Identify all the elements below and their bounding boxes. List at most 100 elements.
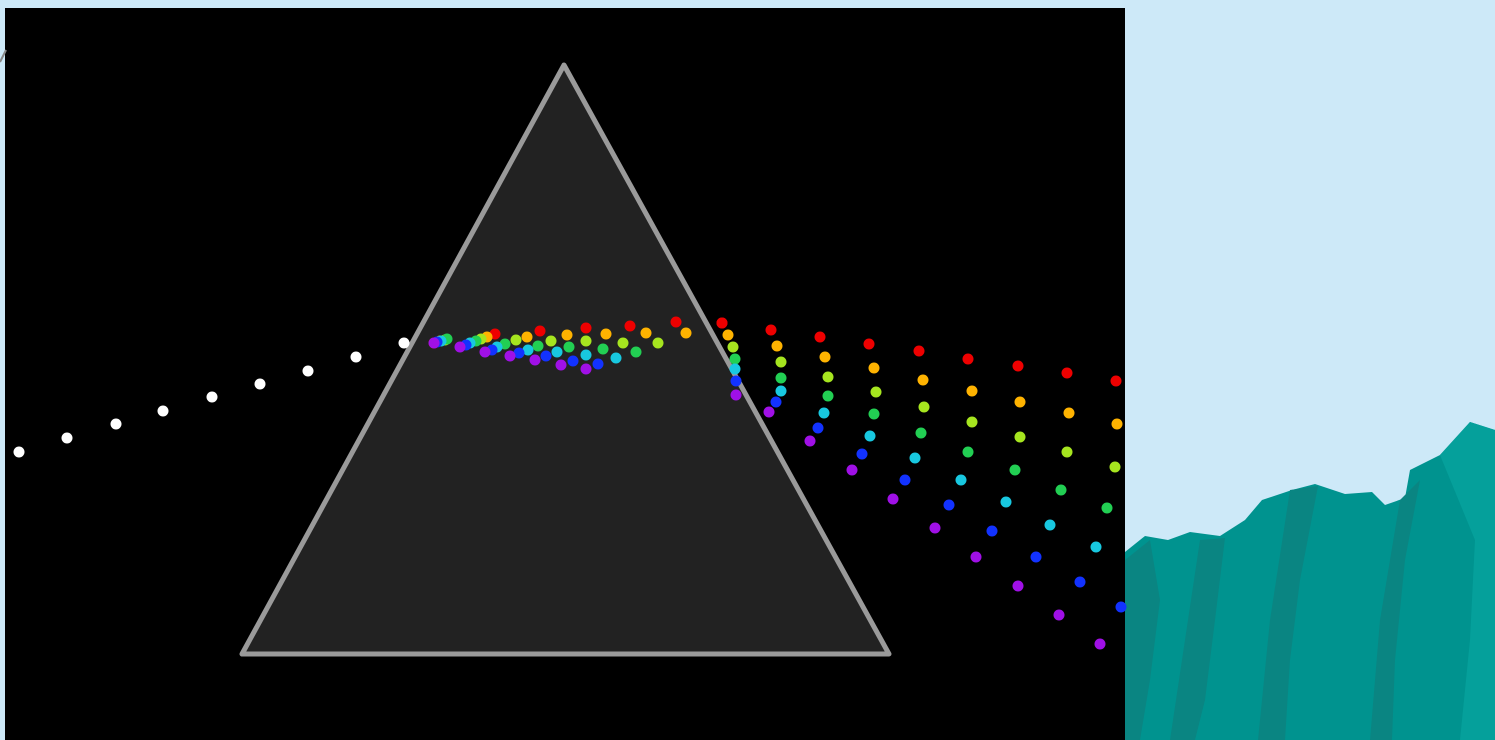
cliff-shade-1 [1125,540,1160,740]
spectrum-dot-orange [819,351,831,363]
spectrum-dot-cyan [818,407,830,419]
spectrum-dot-violet [887,493,899,505]
spectrum-dot-green [915,427,927,439]
spectrum-dot-yellow-green [652,337,664,349]
spectrum-dot-orange [917,374,929,386]
spectrum-dot-yellow-green [727,341,739,353]
spectrum-dot-green [822,390,834,402]
spectrum-dot-violet [479,346,491,358]
spectrum-dot-violet [970,551,982,563]
spectrum-dot-violet [929,522,941,534]
spectrum-dot-green [563,341,575,353]
spectrum-dot-blue [986,525,998,537]
spectrum-dot-violet [1094,638,1106,650]
spectrum-dot-violet [763,406,775,418]
spectrum-dot-green [630,346,642,358]
cliff-shade-2 [1170,538,1225,740]
cliff-shade-3 [1258,486,1318,740]
spectrum-dot-green [868,408,880,420]
spectrum-dot-violet [555,359,567,371]
spectrum-dot-cyan [1000,496,1012,508]
spectrum-dot-red [1110,375,1122,387]
dispersed-spectrum [428,316,1127,650]
corner-stroke [0,49,7,63]
spectrum-dot-yellow-green [918,401,930,413]
spectrum-dot-red [814,331,826,343]
spectrum-dot-cyan [864,430,876,442]
spectrum-dot-orange [561,329,573,341]
incident-ray [13,337,410,458]
incident-ray-dot [206,391,218,403]
spectrum-dot-yellow-green [580,335,592,347]
spectrum-dot-red [670,316,682,328]
spectrum-dot-orange [600,328,612,340]
spectrum-dot-red [580,322,592,334]
spectrum-dot-cyan [610,352,622,364]
spectrum-dot-green [1009,464,1021,476]
spectrum-dot-yellow-green [1061,446,1073,458]
spectrum-dot-yellow-green [617,337,629,349]
spectrum-dot-violet [1053,609,1065,621]
spectrum-dot-cyan [909,452,921,464]
spectrum-dot-blue [540,350,552,362]
spectrum-dot-red [1012,360,1024,372]
spectrum-dot-red [716,317,728,329]
spectrum-dot-red [765,324,777,336]
spectrum-dot-green [729,353,741,365]
spectrum-dot-yellow-green [822,371,834,383]
spectrum-dot-cyan [580,349,592,361]
spectrum-dot-blue [1115,601,1127,613]
spectrum-dot-orange [1014,396,1026,408]
spectrum-dot-cyan [522,344,534,356]
spectrum-dot-blue [899,474,911,486]
spectrum-dot-red [913,345,925,357]
spectrum-dot-yellow-green [510,334,522,346]
spectrum-dot-orange [1063,407,1075,419]
spectrum-dot-cyan [729,363,741,375]
spectrum-dot-red [624,320,636,332]
spectrum-dot-yellow-green [870,386,882,398]
spectrum-dot-red [962,353,974,365]
spectrum-dot-orange [771,340,783,352]
spectrum-dot-orange [966,385,978,397]
spectrum-dot-red [863,338,875,350]
spectrum-dot-yellow-green [966,416,978,428]
spectrum-dot-violet [454,341,466,353]
spectrum-dot-blue [770,396,782,408]
incident-ray-dot [110,418,122,430]
spectrum-dot-violet [504,350,516,362]
incident-ray-dot [157,405,169,417]
spectrum-dot-green [775,372,787,384]
spectrum-dot-green [962,446,974,458]
spectrum-dot-cyan [1090,541,1102,553]
spectrum-dot-orange [640,327,652,339]
spectrum-dot-blue [812,422,824,434]
incident-ray-dot [254,378,266,390]
spectrum-dot-orange [521,331,533,343]
spectrum-dot-violet [846,464,858,476]
spectrum-dot-cyan [775,385,787,397]
spectrum-dot-violet [529,354,541,366]
cliff-group [1125,422,1495,740]
spectrum-dot-orange [1111,418,1123,430]
spectrum-dot-yellow-green [1014,431,1026,443]
spectrum-dot-green [1101,502,1113,514]
spectrum-dot-violet [804,435,816,447]
spectrum-dot-green [1055,484,1067,496]
spectrum-dot-yellow-green [775,356,787,368]
spectrum-dot-blue [730,375,742,387]
spectrum-dot-orange [722,329,734,341]
spectrum-dot-yellow-green [545,335,557,347]
spectrum-dot-red [1061,367,1073,379]
incident-ray-dot [302,365,314,377]
spectrum-dot-blue [1074,576,1086,588]
spectrum-dot-blue [1030,551,1042,563]
cliff-shade-4 [1370,480,1420,740]
incident-ray-dot [13,446,25,458]
spectrum-dot-violet [1012,580,1024,592]
incident-ray-dot [350,351,362,363]
spectrum-dot-blue [856,448,868,460]
spectrum-dot-orange [680,327,692,339]
spectrum-dot-cyan [1044,519,1056,531]
